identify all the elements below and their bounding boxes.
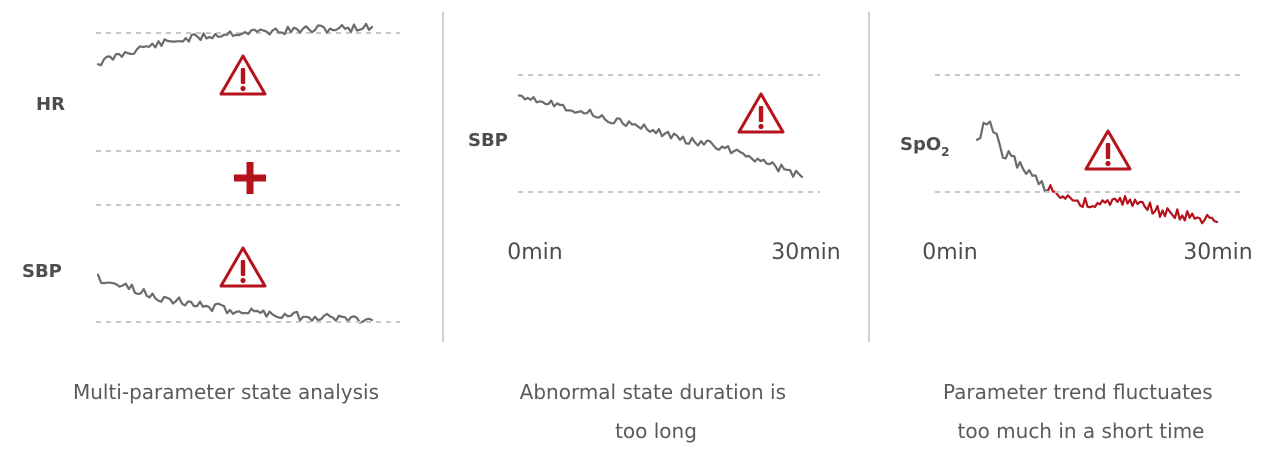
warning-triangle-icon (219, 54, 267, 96)
axis-end-label: 30min (1183, 240, 1252, 265)
warning-triangle-icon (737, 92, 785, 134)
sbp-label: SBP (22, 261, 62, 282)
sbp-trace (517, 94, 804, 179)
spo2-trace-fluctuating (1046, 184, 1219, 225)
hr-trace (96, 22, 374, 67)
caption-fluctuation: Parameter trend fluctuates too much in a… (943, 380, 1219, 443)
warning-triangle-icon (219, 246, 267, 288)
warning-triangle-icon (1084, 129, 1132, 171)
caption-duration: Abnormal state duration is too long (520, 380, 793, 443)
sbp-label: SBP (468, 130, 508, 151)
panel-multi-parameter: HR SBP Multi-parameter state analysis (22, 22, 400, 404)
axis-end-label: 30min (771, 240, 840, 265)
panel-duration: SBP 0min 30min Abnormal state duration i… (468, 74, 841, 443)
caption-multi-parameter: Multi-parameter state analysis (73, 380, 379, 404)
axis-start-label: 0min (922, 240, 977, 265)
panel-fluctuation: SpO2 0min 30min Parameter trend fluctuat… (900, 74, 1253, 443)
spo2-trace (975, 120, 1050, 193)
axis-start-label: 0min (507, 240, 562, 265)
spo2-label: SpO2 (900, 134, 950, 159)
hr-label: HR (36, 94, 65, 115)
plus-icon (234, 162, 266, 194)
sbp-trace (96, 273, 374, 324)
